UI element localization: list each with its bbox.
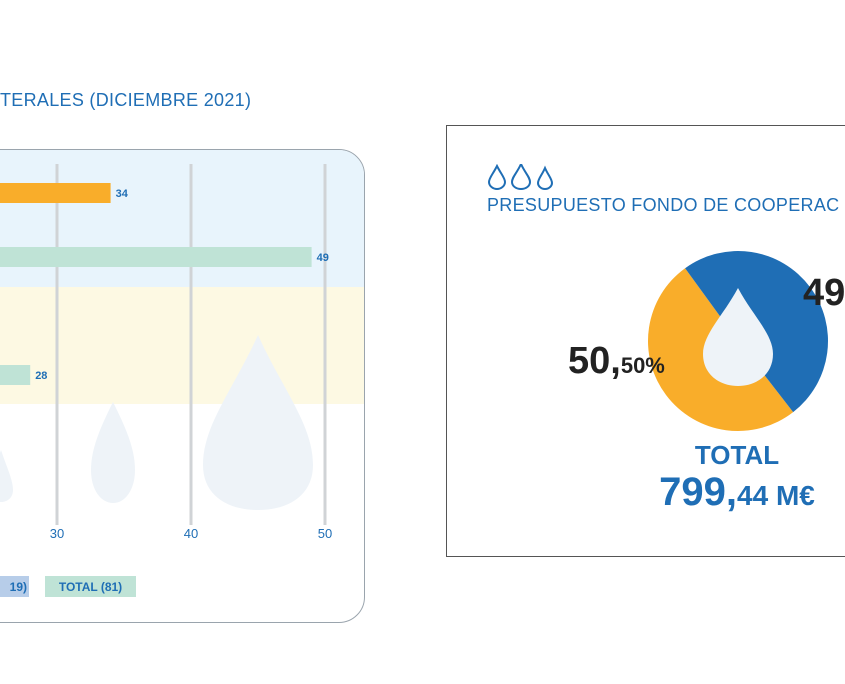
pie-label-orange: 50,50% [568,340,665,383]
bar [0,183,111,203]
legend-item-total: TOTAL (81) [45,576,136,597]
bar [0,365,31,385]
bar-chart: 30 40 50 34 49 28 [0,150,364,541]
water-drops-icon [487,164,554,190]
x-tick-label: 40 [184,526,198,541]
water-drop-decoration [91,402,135,503]
water-drop-decoration [0,450,13,502]
pie-chart [648,250,828,431]
pie-center-drop-icon [703,288,773,386]
total-value-main: 799, [659,470,738,514]
water-drop-decoration [203,335,313,510]
bar-chart-title: TERALES (DICIEMBRE 2021) [0,90,252,110]
pie-label-orange-main: 50, [568,340,621,382]
bar-value-label: 28 [35,370,47,382]
pie-chart-title: PRESUPUESTO FONDO DE COOPERAC [487,195,840,215]
bar-value-label: 49 [317,252,329,264]
x-tick-label: 30 [50,526,64,541]
x-tick-label: 50 [318,526,332,541]
bar [0,247,312,267]
bar-chart-panel: 30 40 50 34 49 28 [0,149,365,623]
total-value-decimal: 44 M€ [737,480,815,511]
bar-value-label: 34 [116,188,129,200]
band-yellow [0,287,364,404]
pie-chart-panel: PRESUPUESTO FONDO DE COOPERAC 50,50% 49 … [446,125,845,557]
pie-label-blue: 49 [803,272,845,314]
pie-label-orange-decimal: 50% [620,353,665,378]
legend-item-19: 19) [0,576,29,597]
total-label: TOTAL [694,440,780,470]
total-value: 799,44 M€ [447,470,845,515]
